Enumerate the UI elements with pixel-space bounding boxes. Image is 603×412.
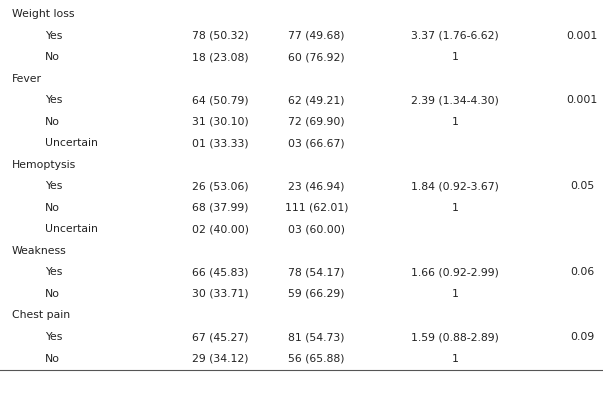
Text: 60 (76.92): 60 (76.92): [288, 52, 345, 62]
Text: 26 (53.06): 26 (53.06): [192, 181, 248, 191]
Text: 66 (45.83): 66 (45.83): [192, 267, 248, 277]
Text: 2.39 (1.34-4.30): 2.39 (1.34-4.30): [411, 95, 499, 105]
Text: No: No: [45, 203, 60, 213]
Text: 64 (50.79): 64 (50.79): [192, 95, 248, 105]
Text: 68 (37.99): 68 (37.99): [192, 203, 248, 213]
Text: 1: 1: [452, 289, 459, 299]
Text: 1: 1: [452, 52, 459, 62]
Text: 67 (45.27): 67 (45.27): [192, 332, 248, 342]
Text: 30 (33.71): 30 (33.71): [192, 289, 248, 299]
Text: Chest pain: Chest pain: [12, 311, 70, 321]
Text: 02 (40.00): 02 (40.00): [192, 225, 248, 234]
Text: 1.66 (0.92-2.99): 1.66 (0.92-2.99): [411, 267, 499, 277]
Text: 1.59 (0.88-2.89): 1.59 (0.88-2.89): [411, 332, 499, 342]
Text: 0.05: 0.05: [570, 181, 594, 191]
Text: 29 (34.12): 29 (34.12): [192, 353, 248, 363]
Text: 0.001: 0.001: [566, 30, 598, 41]
Text: 72 (69.90): 72 (69.90): [288, 117, 345, 127]
Text: Weakness: Weakness: [12, 246, 67, 256]
Text: Hemoptysis: Hemoptysis: [12, 160, 77, 170]
Text: 03 (66.67): 03 (66.67): [288, 138, 345, 148]
Text: No: No: [45, 289, 60, 299]
Text: 78 (54.17): 78 (54.17): [288, 267, 345, 277]
Text: 1: 1: [452, 353, 459, 363]
Text: 111 (62.01): 111 (62.01): [285, 203, 349, 213]
Text: 23 (46.94): 23 (46.94): [288, 181, 345, 191]
Text: No: No: [45, 353, 60, 363]
Text: Yes: Yes: [45, 181, 63, 191]
Text: 0.09: 0.09: [570, 332, 594, 342]
Text: 01 (33.33): 01 (33.33): [192, 138, 248, 148]
Text: Weight loss: Weight loss: [12, 9, 75, 19]
Text: 03 (60.00): 03 (60.00): [288, 225, 345, 234]
Text: 62 (49.21): 62 (49.21): [288, 95, 345, 105]
Text: 1: 1: [452, 203, 459, 213]
Text: Yes: Yes: [45, 267, 63, 277]
Text: Uncertain: Uncertain: [45, 138, 98, 148]
Text: 31 (30.10): 31 (30.10): [192, 117, 248, 127]
Text: 0.06: 0.06: [570, 267, 594, 277]
Text: No: No: [45, 117, 60, 127]
Text: 18 (23.08): 18 (23.08): [192, 52, 248, 62]
Text: 1: 1: [452, 117, 459, 127]
Text: Yes: Yes: [45, 95, 63, 105]
Text: Yes: Yes: [45, 30, 63, 41]
Text: 59 (66.29): 59 (66.29): [288, 289, 345, 299]
Text: 3.37 (1.76-6.62): 3.37 (1.76-6.62): [411, 30, 499, 41]
Text: 56 (65.88): 56 (65.88): [288, 353, 345, 363]
Text: Yes: Yes: [45, 332, 63, 342]
Text: Uncertain: Uncertain: [45, 225, 98, 234]
Text: No: No: [45, 52, 60, 62]
Text: 77 (49.68): 77 (49.68): [288, 30, 345, 41]
Text: 78 (50.32): 78 (50.32): [192, 30, 248, 41]
Text: 0.001: 0.001: [566, 95, 598, 105]
Text: Fever: Fever: [12, 74, 42, 84]
Text: 1.84 (0.92-3.67): 1.84 (0.92-3.67): [411, 181, 499, 191]
Text: 81 (54.73): 81 (54.73): [288, 332, 345, 342]
